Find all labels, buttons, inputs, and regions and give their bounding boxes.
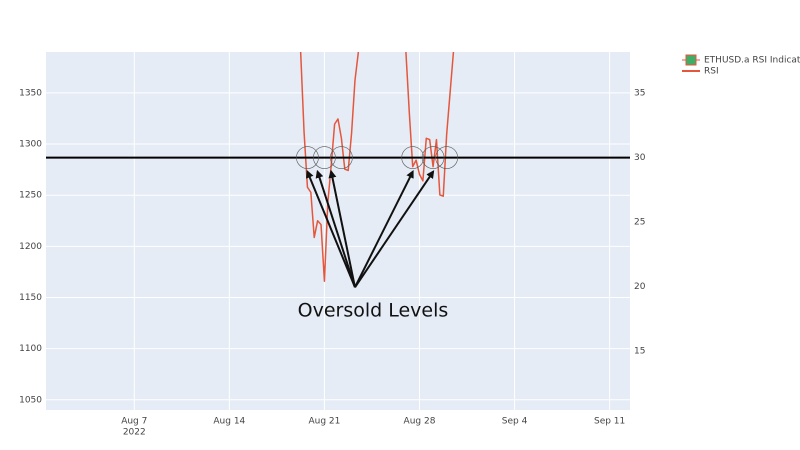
y-right-tick-label: 35 xyxy=(634,89,645,99)
highlight-circle xyxy=(401,146,424,169)
y-left-tick-label: 1150 xyxy=(19,293,42,303)
highlight-circle xyxy=(313,146,336,169)
y-right-tick-label: 30 xyxy=(634,153,646,163)
y-right-tick-label: 25 xyxy=(634,217,645,227)
y-right-tick-label: 15 xyxy=(634,346,645,356)
legend-item-candlestick[interactable]: ETHUSD.a RSI Indicator xyxy=(682,54,800,66)
y-right-tick-label: 20 xyxy=(634,282,646,292)
x-tick-label: Sep 11 xyxy=(594,417,625,427)
highlight-circle xyxy=(330,146,353,169)
legend-candle-icon xyxy=(685,54,697,66)
highlight-circle xyxy=(421,146,445,169)
annotation-arrow xyxy=(354,170,435,288)
x-tick-label: Aug 7 xyxy=(121,417,147,427)
x-tick-label: Aug 14 xyxy=(213,417,245,427)
legend-label: ETHUSD.a RSI Indicator xyxy=(704,56,800,66)
annotation-arrow xyxy=(328,169,356,288)
legend-label: RSI xyxy=(704,67,719,77)
x-tick-label: Aug 28 xyxy=(404,417,436,427)
y-left-tick-label: 1200 xyxy=(19,242,42,252)
x-year-label: 2022 xyxy=(123,428,146,438)
legend-item-rsi[interactable]: RSI xyxy=(682,67,719,77)
axis-ticks: Aug 7 Aug 14 Aug 21 Aug 28 Sep 4 Sep 11 2022 10… xyxy=(19,88,646,437)
annotation: Oversold Levels xyxy=(298,169,449,321)
series xyxy=(299,52,455,282)
rsi-series-line xyxy=(299,52,455,282)
annotation-arrow xyxy=(354,169,414,288)
highlight-circle xyxy=(435,146,458,169)
y-left-tick-label: 1300 xyxy=(19,140,42,150)
y-left-tick-label: 1100 xyxy=(19,344,42,354)
y-left-tick-label: 1050 xyxy=(19,395,42,405)
x-tick-label: Sep 4 xyxy=(502,417,528,427)
highlight-circles xyxy=(296,146,458,169)
annotation-arrow xyxy=(306,169,356,288)
annotation-arrow xyxy=(315,169,356,288)
x-tick-label: Aug 21 xyxy=(308,417,340,427)
y-left-tick-label: 1350 xyxy=(19,88,42,98)
plot-area xyxy=(46,52,630,410)
y-left-tick-label: 1250 xyxy=(19,191,42,201)
highlight-circle xyxy=(296,146,319,169)
grid xyxy=(46,52,630,410)
annotation-text: Oversold Levels xyxy=(298,299,449,321)
